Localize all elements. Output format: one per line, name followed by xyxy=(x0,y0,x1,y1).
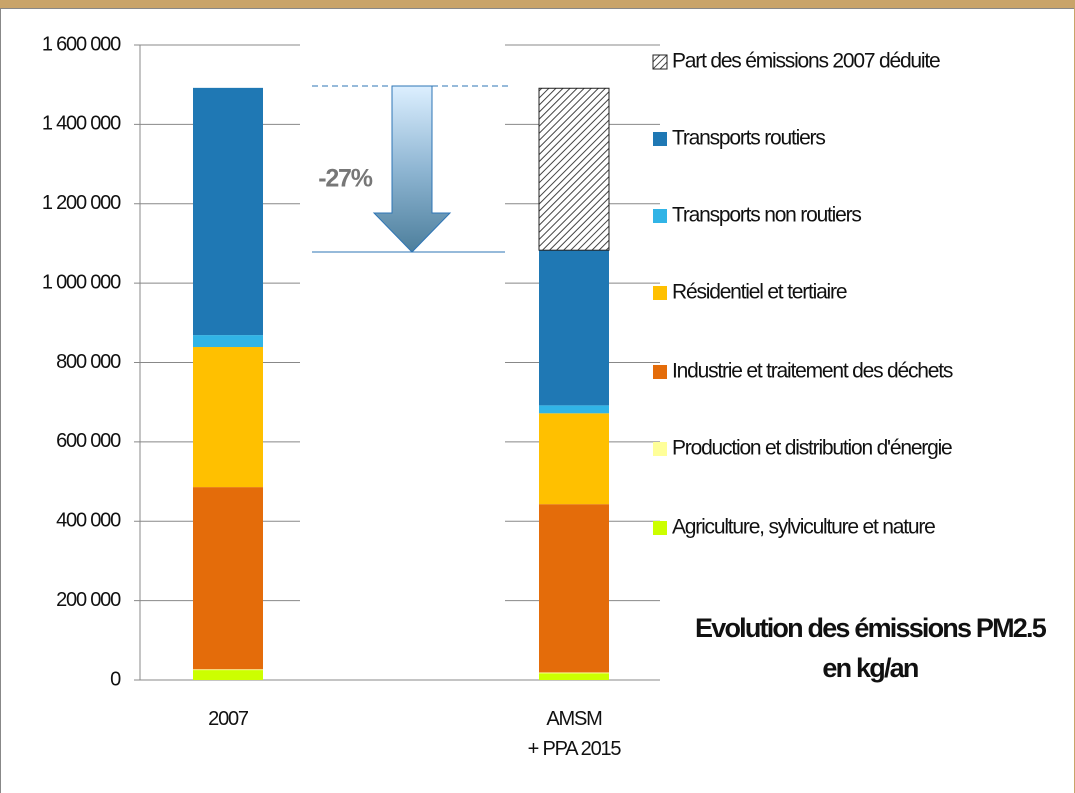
bar-segment xyxy=(538,87,610,251)
bar-segment xyxy=(193,347,263,488)
y-tick-label: 1 200 000 xyxy=(42,192,121,214)
chart-title: Evolution des émissions PM2.5 en kg/an xyxy=(695,613,1047,683)
bar-segment xyxy=(193,487,263,670)
legend-swatch xyxy=(653,365,667,379)
legend-label: Part des émissions 2007 déduite xyxy=(672,50,940,73)
bar-segment xyxy=(539,672,609,674)
y-tick-label: 200 000 xyxy=(56,589,121,611)
legend-label: Résidentiel et tertiaire xyxy=(672,281,847,304)
legend-label: Transports routiers xyxy=(672,127,825,150)
legend-label: Industrie et traitement des déchets xyxy=(672,360,953,383)
legend-swatch xyxy=(653,286,667,300)
legend-swatch xyxy=(653,209,667,223)
arrow xyxy=(372,85,452,253)
bar-segment xyxy=(193,87,263,336)
annotation: -27% xyxy=(318,165,373,193)
y-tick-label: 400 000 xyxy=(56,510,121,532)
y-tick-label: 0 xyxy=(110,668,121,690)
bar-segment xyxy=(539,413,609,505)
bar-segment xyxy=(539,250,609,406)
chart-panel xyxy=(0,8,1074,793)
y-tick-label: 800 000 xyxy=(56,351,121,373)
bar-segment xyxy=(193,335,263,348)
x-tick-label: 2007 xyxy=(208,708,249,730)
y-tick-label: 600 000 xyxy=(56,430,121,452)
legend-swatch xyxy=(653,442,667,456)
bar-segment xyxy=(539,673,609,680)
bar-segment xyxy=(193,670,263,680)
y-tick-label: 1 400 000 xyxy=(42,113,121,135)
legend-swatch xyxy=(653,521,667,535)
bar-segment xyxy=(539,405,609,414)
legend-label: Agriculture, sylviculture et nature xyxy=(672,516,935,539)
y-tick-label: 1 000 000 xyxy=(42,271,121,293)
y-tick-label: 1 600 000 xyxy=(42,33,121,55)
legend-swatch xyxy=(653,132,667,146)
legend-label: Production et distribution d'énergie xyxy=(672,437,952,460)
legend-swatch xyxy=(652,54,668,70)
legend-label: Transports non routiers xyxy=(672,204,861,227)
bar-segment xyxy=(193,669,263,671)
bar-segment xyxy=(539,504,609,673)
x-tick-label: AMSM + PPA 2015 xyxy=(527,708,622,760)
